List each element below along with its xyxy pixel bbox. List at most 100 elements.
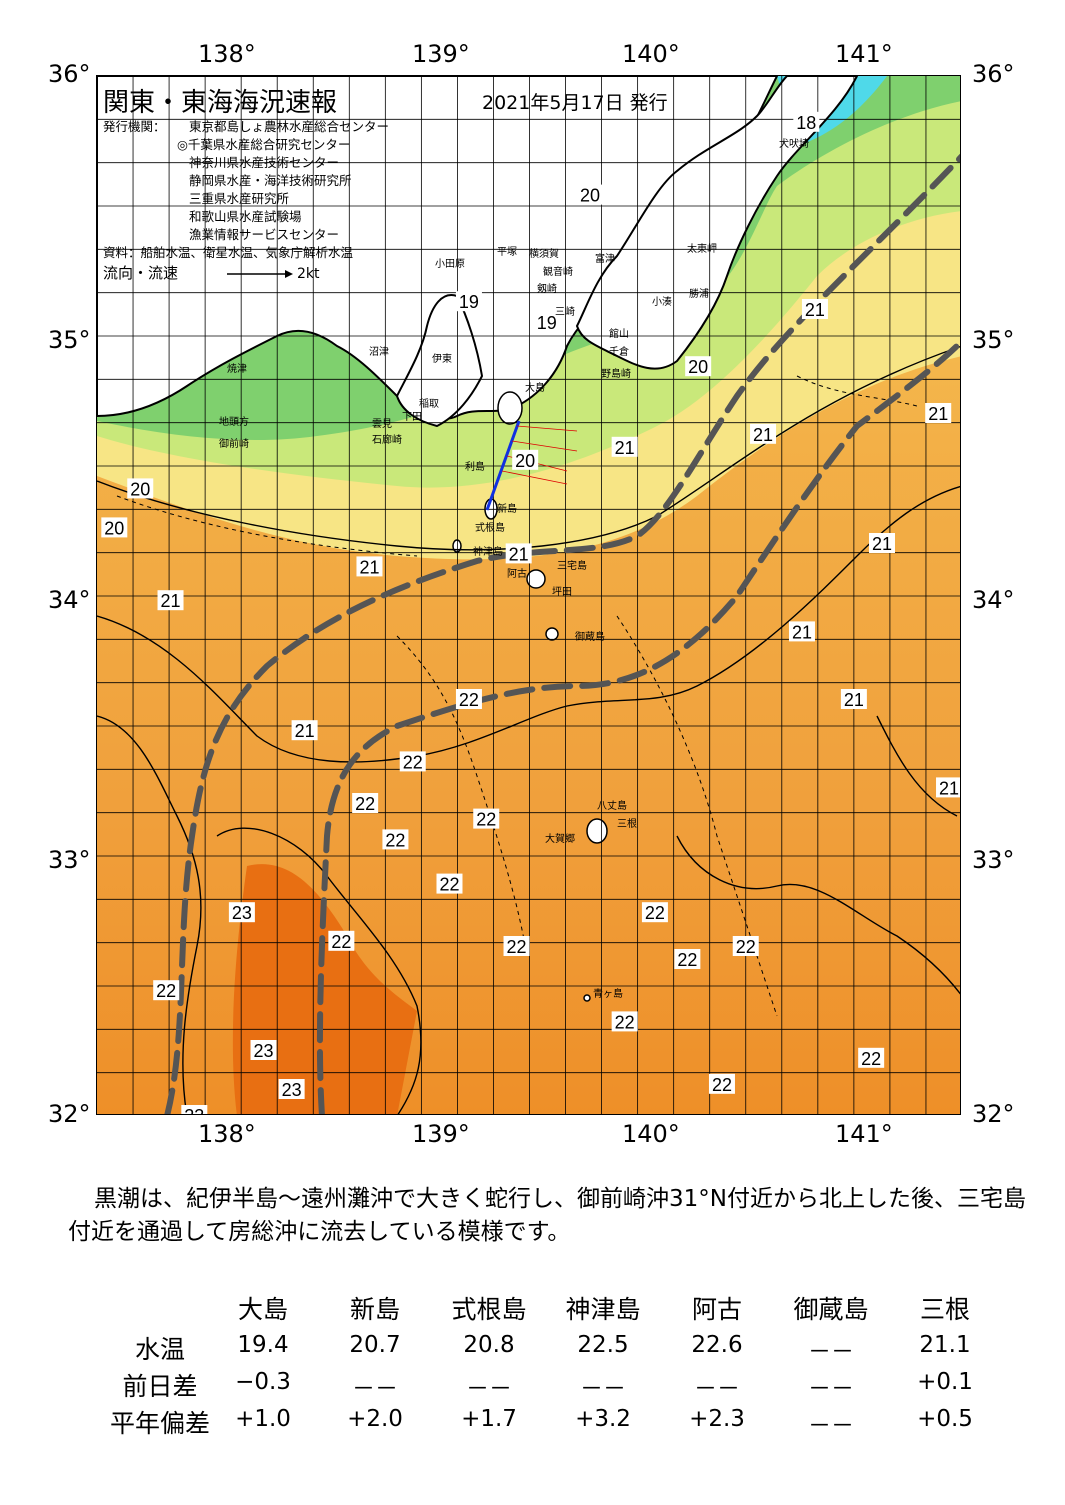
temp-label-bg bbox=[181, 1105, 208, 1114]
lat-label-35-left: 35° bbox=[48, 326, 91, 354]
isotherm-contours bbox=[97, 345, 960, 1114]
station-header: 三根 bbox=[919, 1295, 970, 1324]
table-cell: －－ bbox=[808, 1339, 854, 1365]
station-header: 神津島 bbox=[565, 1295, 641, 1324]
isotherm-line bbox=[97, 345, 960, 551]
temp-label: 22 bbox=[476, 810, 496, 830]
place-tsurugizaki: 剱崎 bbox=[537, 284, 557, 295]
temp-label-bg bbox=[382, 829, 409, 850]
temp-label: 21 bbox=[928, 404, 948, 424]
table-cell: －－ bbox=[352, 1376, 398, 1402]
temp-label: 20 bbox=[104, 518, 124, 538]
temp-label: 22 bbox=[459, 690, 479, 710]
place-kominato: 小湊 bbox=[652, 297, 672, 308]
temp-label-bg bbox=[732, 936, 759, 956]
lat-label-32-right: 32° bbox=[972, 1100, 1015, 1128]
place-kumomi: 雲見 bbox=[372, 419, 392, 430]
lat-label-32-left: 32° bbox=[48, 1100, 91, 1128]
place-niijima: 新島 bbox=[497, 504, 517, 515]
temp-label-bg bbox=[801, 299, 828, 319]
temp-label: 22 bbox=[331, 932, 351, 952]
temp-label-bg bbox=[936, 777, 960, 798]
temp-label-bg bbox=[455, 689, 482, 709]
temp-label: 20 bbox=[130, 479, 150, 499]
temp-label-bg bbox=[840, 689, 867, 709]
temperature-labels: 18 20 19 19 20 21 21 20 21 21 20 20 21 21 21 21 21 22 21 21… bbox=[101, 111, 960, 1115]
temp-label: 20 bbox=[515, 451, 535, 471]
temp-label-bg bbox=[228, 902, 255, 923]
isotherm-line bbox=[676, 835, 960, 995]
lat-label-36-right: 36° bbox=[972, 60, 1015, 88]
temp-label: 22 bbox=[439, 875, 459, 895]
temp-label: 21 bbox=[161, 591, 181, 611]
lon-label-141-bottom: 141° bbox=[835, 1120, 893, 1148]
temp-label-bg bbox=[153, 980, 180, 1001]
issuer-item: 三重県水産研究所 bbox=[189, 191, 290, 206]
temp-label: 21 bbox=[509, 544, 529, 564]
place-mikurajima: 御蔵島 bbox=[575, 632, 605, 643]
temp-label: 23 bbox=[232, 903, 252, 923]
place-numazu: 沼津 bbox=[369, 347, 389, 358]
place-inatori: 稲取 bbox=[419, 399, 439, 410]
temp-label: 21 bbox=[805, 300, 825, 320]
issue-date: 2021年5月17日 発行 bbox=[482, 92, 668, 114]
isotherm-line bbox=[97, 485, 960, 763]
temp-label-bg bbox=[750, 423, 777, 444]
place-tateyama: 館山 bbox=[609, 329, 629, 340]
land-izu bbox=[395, 294, 484, 428]
table-cell: 20.7 bbox=[349, 1332, 401, 1358]
temp-label-bg bbox=[512, 449, 539, 470]
legend-scale-label: 2kt bbox=[297, 266, 320, 282]
place-oshima: 大島 bbox=[525, 383, 545, 394]
place-miyakejima: 三宅島 bbox=[557, 561, 587, 572]
temp-label-bg bbox=[611, 1011, 638, 1032]
temp-label: 19 bbox=[537, 313, 557, 333]
temp-label: 21 bbox=[359, 557, 379, 577]
lon-label-138-top: 138° bbox=[198, 40, 256, 68]
temp-label: 21 bbox=[753, 425, 773, 445]
table-cell: +2.3 bbox=[689, 1406, 745, 1432]
temp-label: 22 bbox=[645, 903, 665, 923]
place-ako: 阿古 bbox=[507, 569, 527, 580]
table-cell: －－ bbox=[466, 1376, 512, 1402]
place-aogashima: 青ヶ島 bbox=[593, 989, 623, 1000]
temp-label-bg bbox=[505, 543, 532, 564]
place-hiratsuka: 平塚 bbox=[497, 247, 517, 258]
land-boso bbox=[575, 76, 859, 370]
row-label: 水温 bbox=[134, 1335, 185, 1364]
place-shimoda: 下田 bbox=[402, 412, 422, 423]
temp-label: 21 bbox=[295, 721, 315, 741]
table-cell: +0.1 bbox=[917, 1369, 973, 1395]
issuer-list: 東京都島しょ農林水産総合センター ◎千葉県水産総合研究センター 神奈川県水産技術… bbox=[177, 118, 389, 244]
temp-label-bg bbox=[352, 793, 379, 813]
temp-label-bg bbox=[611, 436, 638, 457]
temp-label-bg bbox=[503, 936, 530, 956]
temp-label: 18 bbox=[796, 113, 816, 133]
flow-vectors bbox=[485, 420, 578, 511]
table-cell: +3.2 bbox=[575, 1406, 631, 1432]
table-cell: +1.0 bbox=[235, 1406, 291, 1432]
temp-label-bg bbox=[641, 902, 668, 923]
temp-label: 22 bbox=[507, 937, 527, 957]
warm-core-23c bbox=[232, 864, 417, 1114]
place-jitogata: 地頭方 bbox=[219, 417, 249, 428]
island-mikurajima bbox=[545, 627, 559, 641]
temp-label-bg bbox=[674, 949, 701, 969]
issuer-item: ◎千葉県水産総合研究センター bbox=[177, 137, 351, 152]
temp-label: 22 bbox=[403, 752, 423, 772]
station-header: 阿古 bbox=[691, 1295, 742, 1324]
temp-label: 23 bbox=[282, 1080, 302, 1100]
place-yokosuka: 横須賀 bbox=[529, 249, 559, 260]
lon-label-140-bottom: 140° bbox=[622, 1120, 680, 1148]
place-toshima: 利島 bbox=[465, 462, 485, 473]
temp-label-bg bbox=[868, 533, 895, 553]
island-miyakejima bbox=[526, 569, 546, 589]
table-cell: －－ bbox=[808, 1413, 854, 1439]
temp-label: 23 bbox=[184, 1106, 204, 1115]
temp-label-bg bbox=[577, 184, 604, 205]
temp-label-bg bbox=[788, 621, 815, 642]
temp-label: 22 bbox=[712, 1075, 732, 1095]
table-cell: －－ bbox=[580, 1376, 626, 1402]
place-mitsune: 三根 bbox=[617, 819, 637, 830]
